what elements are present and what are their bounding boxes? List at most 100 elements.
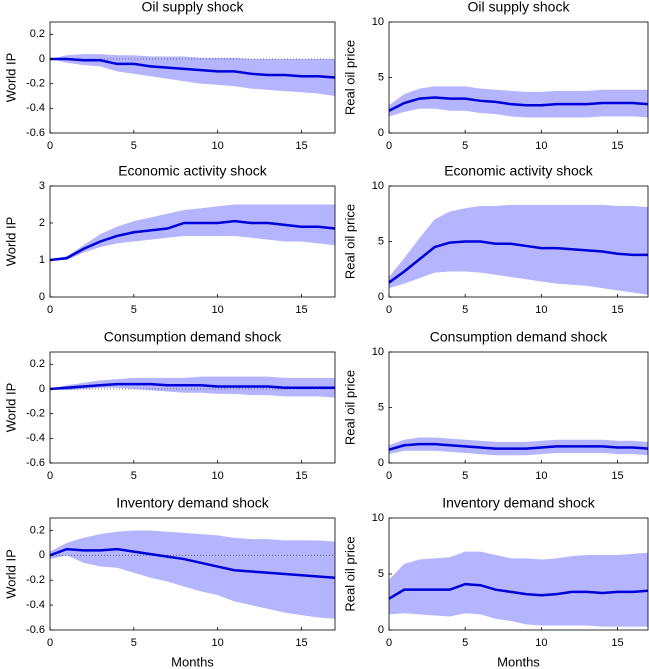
y-tick-label: 1: [39, 254, 45, 266]
y-tick-label: -0.6: [26, 457, 45, 469]
y-tick-label: 5: [378, 235, 384, 247]
y-tick-label: 0: [39, 383, 45, 395]
x-tick-label: 5: [131, 304, 137, 316]
x-tick-label: 0: [47, 470, 53, 482]
x-tick-label: 10: [212, 637, 224, 649]
y-tick-label: 0.2: [30, 524, 45, 536]
x-tick-label: 5: [462, 304, 468, 316]
y-tick-label: 10: [372, 16, 384, 28]
y-tick-label: 0.2: [30, 358, 45, 370]
y-axis-label: World IP: [3, 549, 18, 599]
response-line: [388, 240, 648, 284]
x-tick-label: 10: [212, 470, 224, 482]
x-tick-label: 5: [462, 140, 468, 152]
y-tick-label: -0.6: [26, 127, 45, 139]
response-line: [50, 57, 336, 79]
y-tick-label: -0.2: [26, 574, 45, 586]
x-tick-label: 5: [131, 637, 137, 649]
x-tick-label: 10: [535, 304, 547, 316]
x-tick-label: 10: [212, 304, 224, 316]
y-axis-label: Real oil price: [342, 204, 357, 279]
axes-box: [49, 21, 336, 134]
x-tick-label: 15: [295, 637, 307, 649]
x-tick-label: 0: [386, 304, 392, 316]
y-tick-label: 5: [378, 568, 384, 580]
y-axis-label: World IP: [3, 53, 18, 103]
x-tick-label: 10: [535, 637, 547, 649]
y-tick-label: -0.4: [26, 432, 45, 444]
y-tick-label: 0: [39, 291, 45, 303]
subplot-title: Economic activity shock: [118, 163, 268, 179]
y-tick-label: 3: [39, 180, 45, 192]
y-axis-label: Real oil price: [342, 536, 357, 611]
x-tick-label: 5: [131, 470, 137, 482]
confidence-band: [50, 204, 335, 260]
y-tick-label: 10: [372, 346, 384, 358]
response-line: [49, 382, 335, 391]
confidence-band: [389, 86, 648, 118]
y-tick-label: 0.2: [30, 28, 45, 40]
y-tick-label: -0.4: [26, 599, 45, 611]
axes-box: [49, 185, 336, 298]
y-tick-label: -0.4: [26, 102, 45, 114]
y-tick-label: -0.2: [26, 408, 45, 420]
confidence-band: [50, 376, 335, 398]
y-tick-label: 10: [372, 180, 384, 192]
subplot-title: Oil supply shock: [142, 0, 245, 15]
axes-box: [49, 351, 336, 464]
x-tick-label: 10: [212, 140, 224, 152]
x-tick-label: 5: [131, 140, 137, 152]
y-tick-label: 5: [378, 71, 384, 83]
x-tick-label: 15: [295, 470, 307, 482]
confidence-band: [389, 437, 648, 456]
subplot-title: Oil supply shock: [468, 0, 571, 15]
x-tick-label: 0: [47, 637, 53, 649]
y-tick-label: 0: [378, 127, 384, 139]
subplot-title: Consumption demand shock: [430, 329, 608, 345]
y-axis-label: World IP: [3, 217, 18, 267]
x-tick-label: 15: [611, 140, 623, 152]
y-tick-label: 0: [378, 291, 384, 303]
x-axis-label: Months: [171, 654, 214, 669]
y-axis-label: Real oil price: [342, 40, 357, 115]
y-tick-label: -0.6: [26, 624, 45, 636]
x-tick-label: 0: [386, 637, 392, 649]
y-tick-label: 0: [39, 549, 45, 561]
response-line: [388, 582, 649, 600]
subplot-title: Economic activity shock: [444, 163, 594, 179]
x-tick-label: 15: [611, 637, 623, 649]
confidence-band: [50, 530, 335, 619]
subplot-title: Inventory demand shock: [442, 495, 596, 511]
x-tick-label: 15: [295, 140, 307, 152]
y-tick-label: 2: [39, 217, 45, 229]
x-tick-label: 10: [535, 470, 547, 482]
y-tick-label: 0: [39, 53, 45, 65]
axes-box: [49, 517, 336, 631]
response-line: [388, 96, 649, 112]
x-tick-label: 0: [386, 140, 392, 152]
x-tick-label: 15: [611, 470, 623, 482]
x-tick-label: 15: [611, 304, 623, 316]
x-tick-label: 0: [386, 470, 392, 482]
y-tick-label: -0.2: [26, 78, 45, 90]
confidence-band: [389, 204, 648, 295]
subplot-title: Consumption demand shock: [104, 329, 282, 345]
y-tick-label: 0: [378, 624, 384, 636]
response-line: [49, 547, 336, 579]
subplot-title: Inventory demand shock: [116, 495, 270, 511]
x-tick-label: 5: [462, 470, 468, 482]
y-axis-label: World IP: [3, 383, 18, 433]
response-line: [388, 442, 649, 451]
confidence-band: [389, 551, 648, 627]
y-tick-label: 0: [378, 457, 384, 469]
x-axis-label: Months: [497, 654, 540, 669]
x-tick-label: 0: [47, 140, 53, 152]
x-tick-label: 15: [295, 304, 307, 316]
response-line: [49, 219, 336, 262]
x-tick-label: 5: [462, 637, 468, 649]
y-axis-label: Real oil price: [342, 370, 357, 445]
x-tick-label: 10: [535, 140, 547, 152]
x-tick-label: 0: [47, 304, 53, 316]
y-tick-label: 5: [378, 401, 384, 413]
